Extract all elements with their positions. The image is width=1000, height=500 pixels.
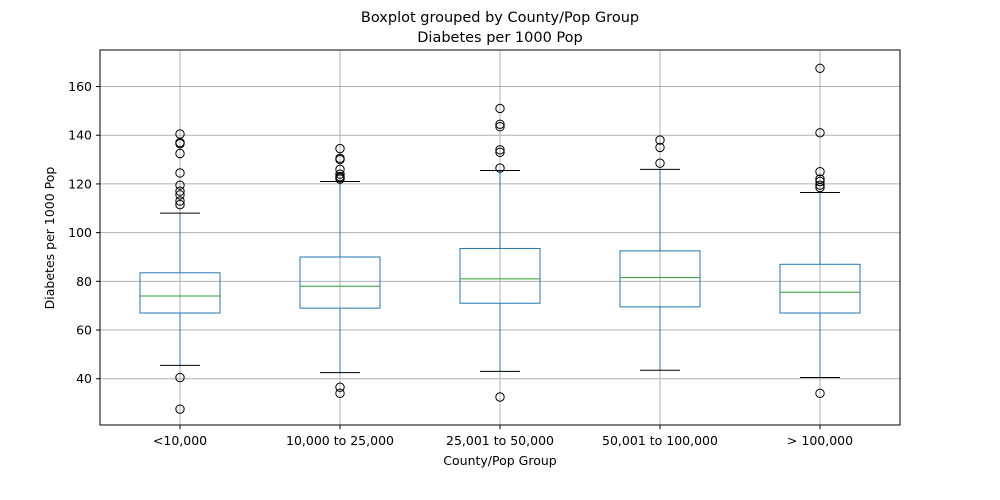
outlier-point [495,147,505,157]
x-tick-label: 25,001 to 50,000 [446,433,554,448]
outlier-point [655,135,665,145]
x-tick-label: <10,000 [153,433,207,448]
box-group [459,103,541,402]
y-tick-label: 60 [76,323,92,338]
outlier-point [815,180,825,190]
outlier-point [175,190,185,200]
outlier-point [335,169,345,179]
outlier-point [495,122,505,132]
tick-layer: 40 60 80 100 120 140 160 <10,000 10,000 to 25,00… [68,79,853,448]
outlier-point [815,128,825,138]
outlier-point [335,382,345,392]
x-tick-label: 10,000 to 25,000 [286,433,394,448]
outlier-point [175,186,185,196]
x-tick-label: > 100,000 [787,433,853,448]
outlier-point [335,174,345,184]
y-tick-label: 160 [68,79,92,94]
outlier-point [815,167,825,177]
outlier-point [815,63,825,73]
outlier-point [175,404,185,414]
box-group [139,129,221,414]
outlier-point [175,139,185,149]
iqr-box [139,272,221,314]
iqr-box [779,263,861,314]
outlier-point [175,199,185,210]
x-tick-label: 50,001 to 100,000 [602,433,718,448]
box-layer [139,63,861,414]
chart-title: Boxplot grouped by County/Pop Group [361,10,639,26]
y-tick-label: 100 [68,225,92,240]
box-group [779,63,861,399]
outlier-point [495,145,505,155]
outlier-point [335,388,345,399]
outlier-point [655,158,665,168]
outlier-point [335,143,345,154]
outlier-point [335,154,345,165]
box-group [299,143,381,399]
outlier-point [175,168,185,178]
outlier-point [495,103,505,114]
outlier-point [175,148,185,159]
iqr-box [619,250,701,308]
y-tick-label: 140 [68,128,92,143]
outlier-point [655,142,665,153]
outlier-point [175,196,185,206]
outlier-point [815,176,825,187]
y-tick-label: 80 [76,274,92,289]
y-axis-label: Diabetes per 1000 Pop [42,167,57,310]
outlier-point [495,163,505,173]
outlier-point [815,182,825,193]
outlier-point [175,180,185,190]
outlier-point [495,392,505,402]
y-tick-label: 120 [68,176,92,191]
outlier-point [495,119,505,129]
iqr-box [459,247,541,304]
x-axis-label: County/Pop Group [443,453,556,468]
iqr-box [299,256,381,309]
outlier-point [815,388,825,399]
chart-subtitle: Diabetes per 1000 Pop [417,30,582,46]
y-tick-label: 40 [76,371,92,386]
box-group [619,135,701,371]
outlier-point [175,372,185,383]
